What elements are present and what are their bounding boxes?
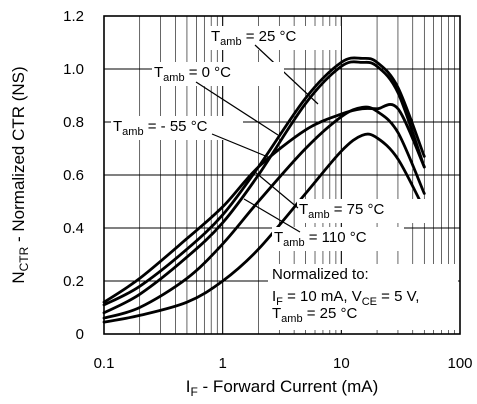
series-line-4	[102, 132, 426, 324]
x-tick-label: 100	[447, 355, 472, 372]
plot-border	[103, 15, 461, 335]
x-axis-title: IF - Forward Current (mA)	[186, 377, 379, 399]
series-label-backdrop	[152, 62, 284, 86]
series-label: Tamb = 0 °C	[154, 64, 231, 84]
y-tick-label: 0.2	[63, 273, 84, 290]
x-tick-label: 0.1	[94, 355, 115, 372]
note-line-1: Normalized to:	[272, 266, 369, 283]
series-label-backdrop	[272, 227, 404, 251]
series-label-backdrop	[209, 26, 341, 50]
x-tick-label: 10	[333, 355, 350, 372]
series-line-3	[102, 105, 426, 320]
series-label-backdrop	[111, 116, 243, 140]
note-line-2: IF = 10 mA, VCE = 5 V,	[272, 288, 419, 308]
series-line-1	[102, 56, 426, 307]
note-backdrop	[268, 264, 458, 330]
y-axis-title: NCTR - Normalized CTR (NS)	[9, 66, 31, 283]
series-label-backdrop	[297, 199, 429, 223]
y-tick-label: 1.0	[63, 61, 84, 78]
plot-frame	[103, 15, 461, 335]
axis-titles: IF - Forward Current (mA) NCTR - Normaliz…	[9, 66, 378, 399]
series-label: Tamb = - 55 °C	[113, 118, 208, 138]
series-curves	[102, 56, 426, 324]
series-label-leader	[195, 81, 279, 136]
y-tick-label: 0.4	[63, 220, 84, 237]
series-label-leader	[243, 198, 301, 233]
series-line-2	[102, 103, 426, 304]
series-label: Tamb = 110 °C	[274, 229, 367, 249]
series-line-0	[102, 60, 426, 315]
series-label-leader	[254, 44, 319, 105]
series-label: Tamb = 75 °C	[299, 201, 385, 221]
series-label-leader	[254, 171, 299, 209]
series-label: Tamb = 25 °C	[211, 28, 297, 48]
y-tick-label: 1.2	[63, 8, 84, 25]
y-tick-label: 0	[76, 326, 84, 343]
curve-annotations: Tamb = 25 °C Tamb = 0 °C Tamb = - 55 °C Tam…	[111, 26, 458, 330]
x-tick-label: 1	[218, 355, 226, 372]
y-tick-label: 0.6	[63, 167, 84, 184]
series-label-leader	[211, 133, 269, 158]
tick-labels: 0.1 1 10 100 0 0.2 0.4 0.6 0.8 1.0 1.2	[63, 8, 472, 372]
note-line-3: Tamb = 25 °C	[272, 305, 358, 325]
y-tick-label: 0.8	[63, 114, 84, 131]
